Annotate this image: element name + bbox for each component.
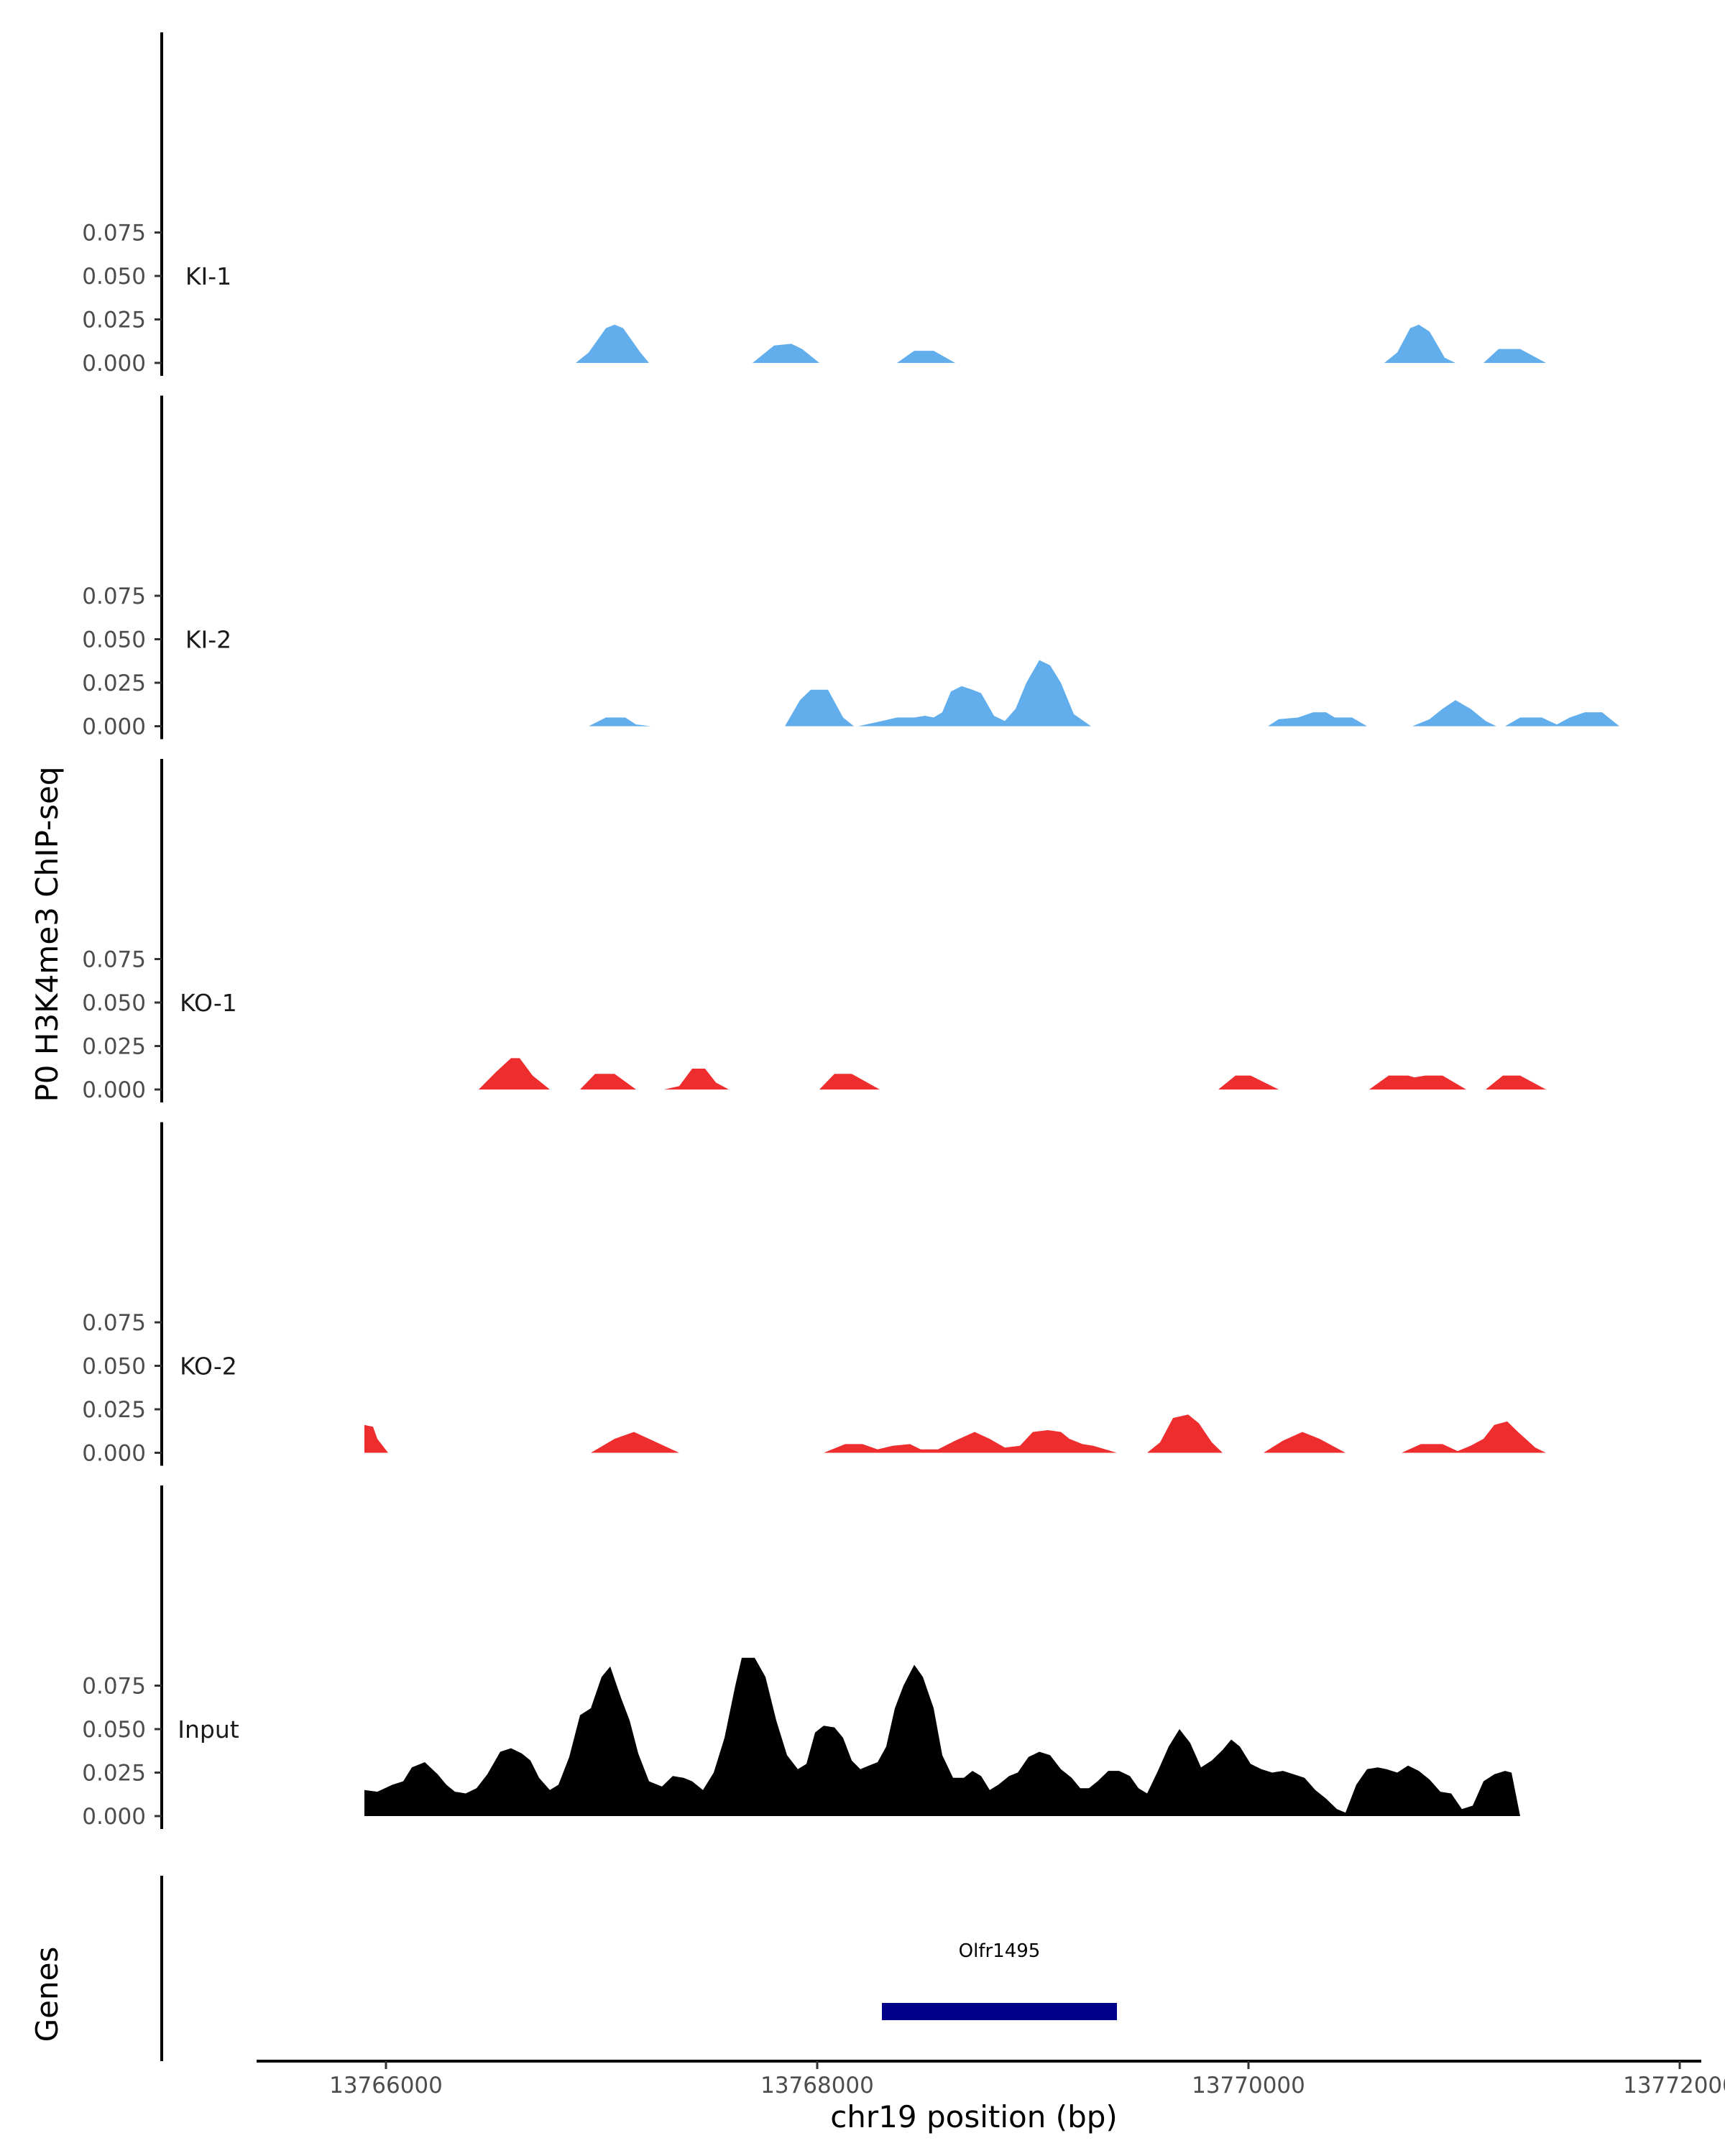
track-input: 0.000 0.025 0.050 0.075 Input [82,1485,1520,1830]
signal-peak [1505,712,1619,727]
signal-peak [753,344,819,363]
x-tick-label: 13770000 [1192,2073,1305,2099]
x-tick-label: 13768000 [760,2073,874,2099]
track-label: KI-2 [185,626,231,654]
y-tick-label: 0.050 [82,627,146,653]
track-ki-1: 0.000 0.025 0.050 0.075 KI-1 [82,32,1546,377]
y-tick-label: 0.075 [82,947,146,973]
y-tick-label: 0.075 [82,584,146,609]
gene-name-label: Olfr1495 [959,1940,1041,1962]
signal-peak [364,1657,1520,1816]
y-tick-label: 0.025 [82,671,146,696]
track-ko-2: 0.000 0.025 0.050 0.075 KO-2 [82,1122,1546,1467]
signal-peak [1484,349,1546,363]
y-tick-label: 0.050 [82,264,146,290]
signal-peak [824,1430,1117,1453]
y-tick-label: 0.075 [82,1310,146,1336]
y-tick-label: 0.025 [82,1761,146,1787]
gene-strand-arrow [883,2005,893,2018]
genes-axis-title: Genes [29,1947,65,2042]
signal-peak [1412,700,1496,727]
y-tick-label: 0.050 [82,1717,146,1743]
signal-peak [1486,1075,1546,1089]
track-label: KI-1 [185,262,231,290]
track-label: KO-2 [180,1353,237,1381]
track-ki-2: 0.000 0.025 0.050 0.075 KI-2 [82,395,1619,740]
y-tick-label: 0.025 [82,1397,146,1423]
signal-peak [897,351,955,363]
signal-peak [589,717,651,727]
track-label: KO-1 [180,989,237,1017]
y-tick-label: 0.000 [82,714,146,740]
signal-peak [785,689,854,727]
y-tick-label: 0.075 [82,221,146,247]
y-tick-label: 0.025 [82,1034,146,1060]
gene-body [882,2003,1117,2020]
signal-peak [591,1432,679,1453]
track-label: Input [178,1715,239,1743]
track-ko-1: 0.000 0.025 0.050 0.075 KO-1 [82,759,1546,1103]
y-tick-label: 0.000 [82,1077,146,1103]
y-tick-label: 0.000 [82,1804,146,1830]
y-axis-title: P0 H3K4me3 ChIP-seq [29,766,65,1102]
y-tick-label: 0.050 [82,990,146,1016]
signal-peak [479,1058,550,1089]
y-tick-label: 0.075 [82,1674,146,1700]
x-tick-label: 13766000 [329,2073,443,2099]
y-tick-label: 0.025 [82,308,146,333]
x-tick-label: 13772000 [1623,2073,1725,2099]
y-tick-label: 0.000 [82,1441,146,1467]
signal-peak [580,1074,636,1089]
tracks-group: 0.0000.0250.0500.075KI-10.0000.0250.0500… [82,32,1619,1830]
signal-peak [858,660,1091,727]
signal-peak [664,1069,729,1089]
y-tick-label: 0.000 [82,351,146,377]
signal-peak [1384,324,1455,363]
signal-peak [1268,712,1367,727]
x-axis-title: chr19 position (bp) [830,2099,1118,2134]
x-axis: 13766000 13768000 13770000 13772000 [257,2060,1725,2099]
signal-peak [576,324,649,363]
signal-peak [1369,1075,1466,1089]
signal-peak [1402,1421,1546,1453]
signal-peak [819,1074,880,1089]
signal-peak [1264,1432,1346,1453]
gene-track: Olfr1495 [160,1876,1117,2061]
y-tick-label: 0.050 [82,1354,146,1380]
signal-peak [1218,1075,1279,1089]
gene-strand-arrow [1105,2005,1115,2018]
signal-peak [364,1424,388,1453]
signal-peak [1147,1414,1223,1453]
